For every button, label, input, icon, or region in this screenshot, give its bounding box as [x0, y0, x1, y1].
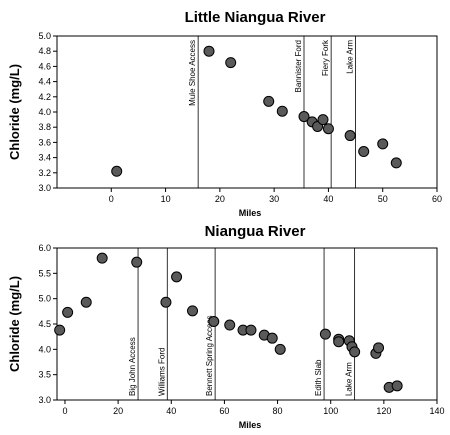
plot-frame [56, 247, 438, 401]
plot-frame [56, 35, 438, 189]
x-tick-label: 20 [215, 194, 225, 204]
data-point [358, 146, 370, 158]
data-point [224, 319, 236, 331]
data-point [391, 380, 403, 392]
data-point [377, 138, 389, 150]
data-point [319, 328, 331, 340]
x-tick-label: 50 [378, 194, 388, 204]
x-tick-label: 140 [429, 406, 444, 416]
data-point [349, 346, 361, 358]
data-point [373, 342, 385, 354]
y-tick-label: 4.0 [38, 344, 51, 354]
x-tick-label: 120 [376, 406, 391, 416]
data-point [274, 343, 286, 355]
x-tick-label: 100 [323, 406, 338, 416]
reference-line-label: Bennett Spring Access [205, 316, 214, 397]
y-tick-label: 5.5 [38, 268, 51, 278]
y-tick-label: 3.5 [38, 370, 51, 380]
y-tick-label: 3.0 [38, 395, 51, 405]
reference-line-label: Mule Shoe Access [188, 40, 197, 106]
data-point [171, 271, 183, 283]
x-tick-label: 80 [273, 406, 283, 416]
x-tick-label: 0 [62, 406, 67, 416]
x-tick-label: 30 [269, 194, 279, 204]
chart-panel-1: Little Niangua River Chloride (mg/L) Miles… [7, 9, 442, 218]
y-tick-label: 3.4 [38, 153, 51, 163]
y-tick-label: 4.2 [38, 92, 51, 102]
x-tick-label: 0 [109, 194, 114, 204]
reference-line-label: Lake Arm [346, 40, 355, 74]
data-point [263, 95, 275, 107]
data-point [187, 305, 199, 317]
data-point [344, 130, 356, 142]
data-point [390, 157, 402, 169]
reference-line-label: Lake Arm [345, 362, 354, 396]
data-point [266, 332, 278, 344]
chart-title: Niangua River [205, 223, 306, 240]
x-axis-label: Miles [239, 208, 262, 218]
chart-title: Little Niangua River [185, 9, 326, 26]
x-tick-label: 40 [166, 406, 176, 416]
data-point [245, 324, 257, 336]
y-tick-label: 5.0 [38, 31, 51, 41]
y-tick-label: 3.0 [38, 183, 51, 193]
y-tick-label: 6.0 [38, 243, 51, 253]
y-tick-label: 3.2 [38, 168, 51, 178]
x-tick-label: 40 [323, 194, 333, 204]
reference-line-label: Fiery Fork [321, 39, 330, 76]
data-point [160, 296, 172, 308]
data-point [111, 165, 123, 177]
reference-line-label: Big John Access [128, 337, 137, 396]
data-point [96, 252, 108, 264]
data-point [317, 114, 329, 126]
y-tick-label: 3.6 [38, 137, 51, 147]
y-tick-label: 4.4 [38, 77, 51, 87]
x-tick-label: 60 [432, 194, 442, 204]
y-tick-label: 4.5 [38, 319, 51, 329]
x-axis-label: Miles [239, 420, 262, 430]
data-point [62, 306, 74, 318]
data-point [203, 45, 215, 57]
y-tick-label: 5.0 [38, 294, 51, 304]
x-tick-label: 60 [219, 406, 229, 416]
x-tick-label: 10 [161, 194, 171, 204]
data-point [298, 111, 310, 123]
data-point [80, 296, 92, 308]
y-tick-label: 4.6 [38, 61, 51, 71]
x-tick-label: 20 [113, 406, 123, 416]
data-point [322, 123, 334, 135]
chart-panel-2: Niangua River Chloride (mg/L) Miles Big Joh… [7, 223, 445, 430]
reference-line-label: Williams Ford [157, 348, 166, 396]
data-point [208, 315, 220, 327]
y-tick-label: 4.0 [38, 107, 51, 117]
y-axis-label: Chloride (mg/L) [7, 64, 22, 160]
reference-line-label: Edith Slab [314, 359, 323, 396]
y-tick-label: 3.8 [38, 122, 51, 132]
data-point [276, 105, 288, 117]
reference-line-label: Bannister Ford [294, 40, 303, 92]
data-point [131, 256, 143, 268]
data-point [54, 324, 66, 336]
data-point [225, 57, 237, 69]
data-point [333, 336, 345, 348]
y-axis-label: Chloride (mg/L) [7, 276, 22, 372]
y-tick-label: 4.8 [38, 46, 51, 56]
